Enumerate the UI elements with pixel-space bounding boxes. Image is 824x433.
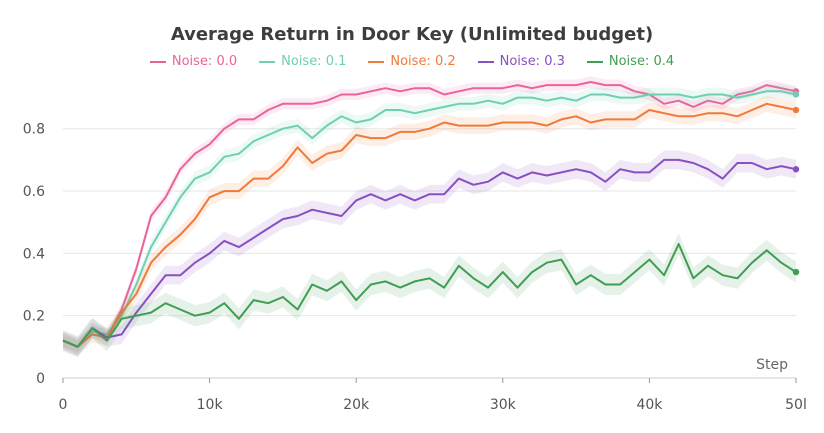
y-tick-label: 0	[36, 371, 45, 387]
series-end-point	[792, 268, 800, 276]
series-line	[62, 81, 797, 348]
x-tick-label: 40k	[636, 397, 663, 413]
legend-item: Noise: 0.3	[477, 54, 565, 69]
legend-swatch	[259, 60, 276, 63]
y-tick-label: 0.8	[23, 122, 45, 138]
legend-label: Noise: 0.4	[608, 54, 675, 69]
series-line	[62, 243, 797, 348]
legend-swatch	[149, 60, 166, 63]
x-tick-label: 10k	[197, 397, 224, 413]
x-tick-label: 20k	[343, 397, 370, 413]
chart-title: Average Return in Door Key (Unlimited bu…	[170, 24, 654, 45]
legend-label: Noise: 0.1	[281, 54, 347, 69]
y-tick-label: 0.6	[23, 184, 45, 200]
legend-swatch	[586, 60, 603, 63]
series-line	[62, 102, 797, 348]
series-line	[62, 90, 797, 348]
legend-swatch	[368, 60, 385, 63]
series-end-point	[792, 106, 800, 114]
x-tick-label: 50l	[785, 397, 807, 413]
series-end-point	[792, 166, 800, 173]
series-band	[63, 233, 796, 358]
x-tick-label: 0	[59, 397, 68, 413]
legend-swatch	[477, 60, 494, 63]
chart-legend: Noise: 0.0 Noise: 0.1 Noise: 0.2 Noise: 0.3…	[0, 54, 824, 69]
legend-label: Noise: 0.3	[499, 54, 565, 69]
x-tick-label: 30k	[490, 397, 517, 413]
series-end-point	[792, 91, 800, 98]
legend-item: Noise: 0.2	[368, 54, 456, 69]
y-tick-label: 0.2	[23, 309, 45, 325]
legend-item: Noise: 0.0	[149, 54, 238, 69]
legend-label: Noise: 0.2	[390, 54, 456, 69]
legend-label: Noise: 0.0	[171, 54, 238, 69]
series-line	[62, 158, 797, 348]
y-tick-label: 0.4	[23, 246, 45, 262]
series-band	[63, 84, 796, 354]
legend-item: Noise: 0.1	[259, 54, 346, 69]
legend-item: Noise: 0.4	[586, 54, 675, 69]
x-axis-label: Step	[756, 357, 788, 373]
